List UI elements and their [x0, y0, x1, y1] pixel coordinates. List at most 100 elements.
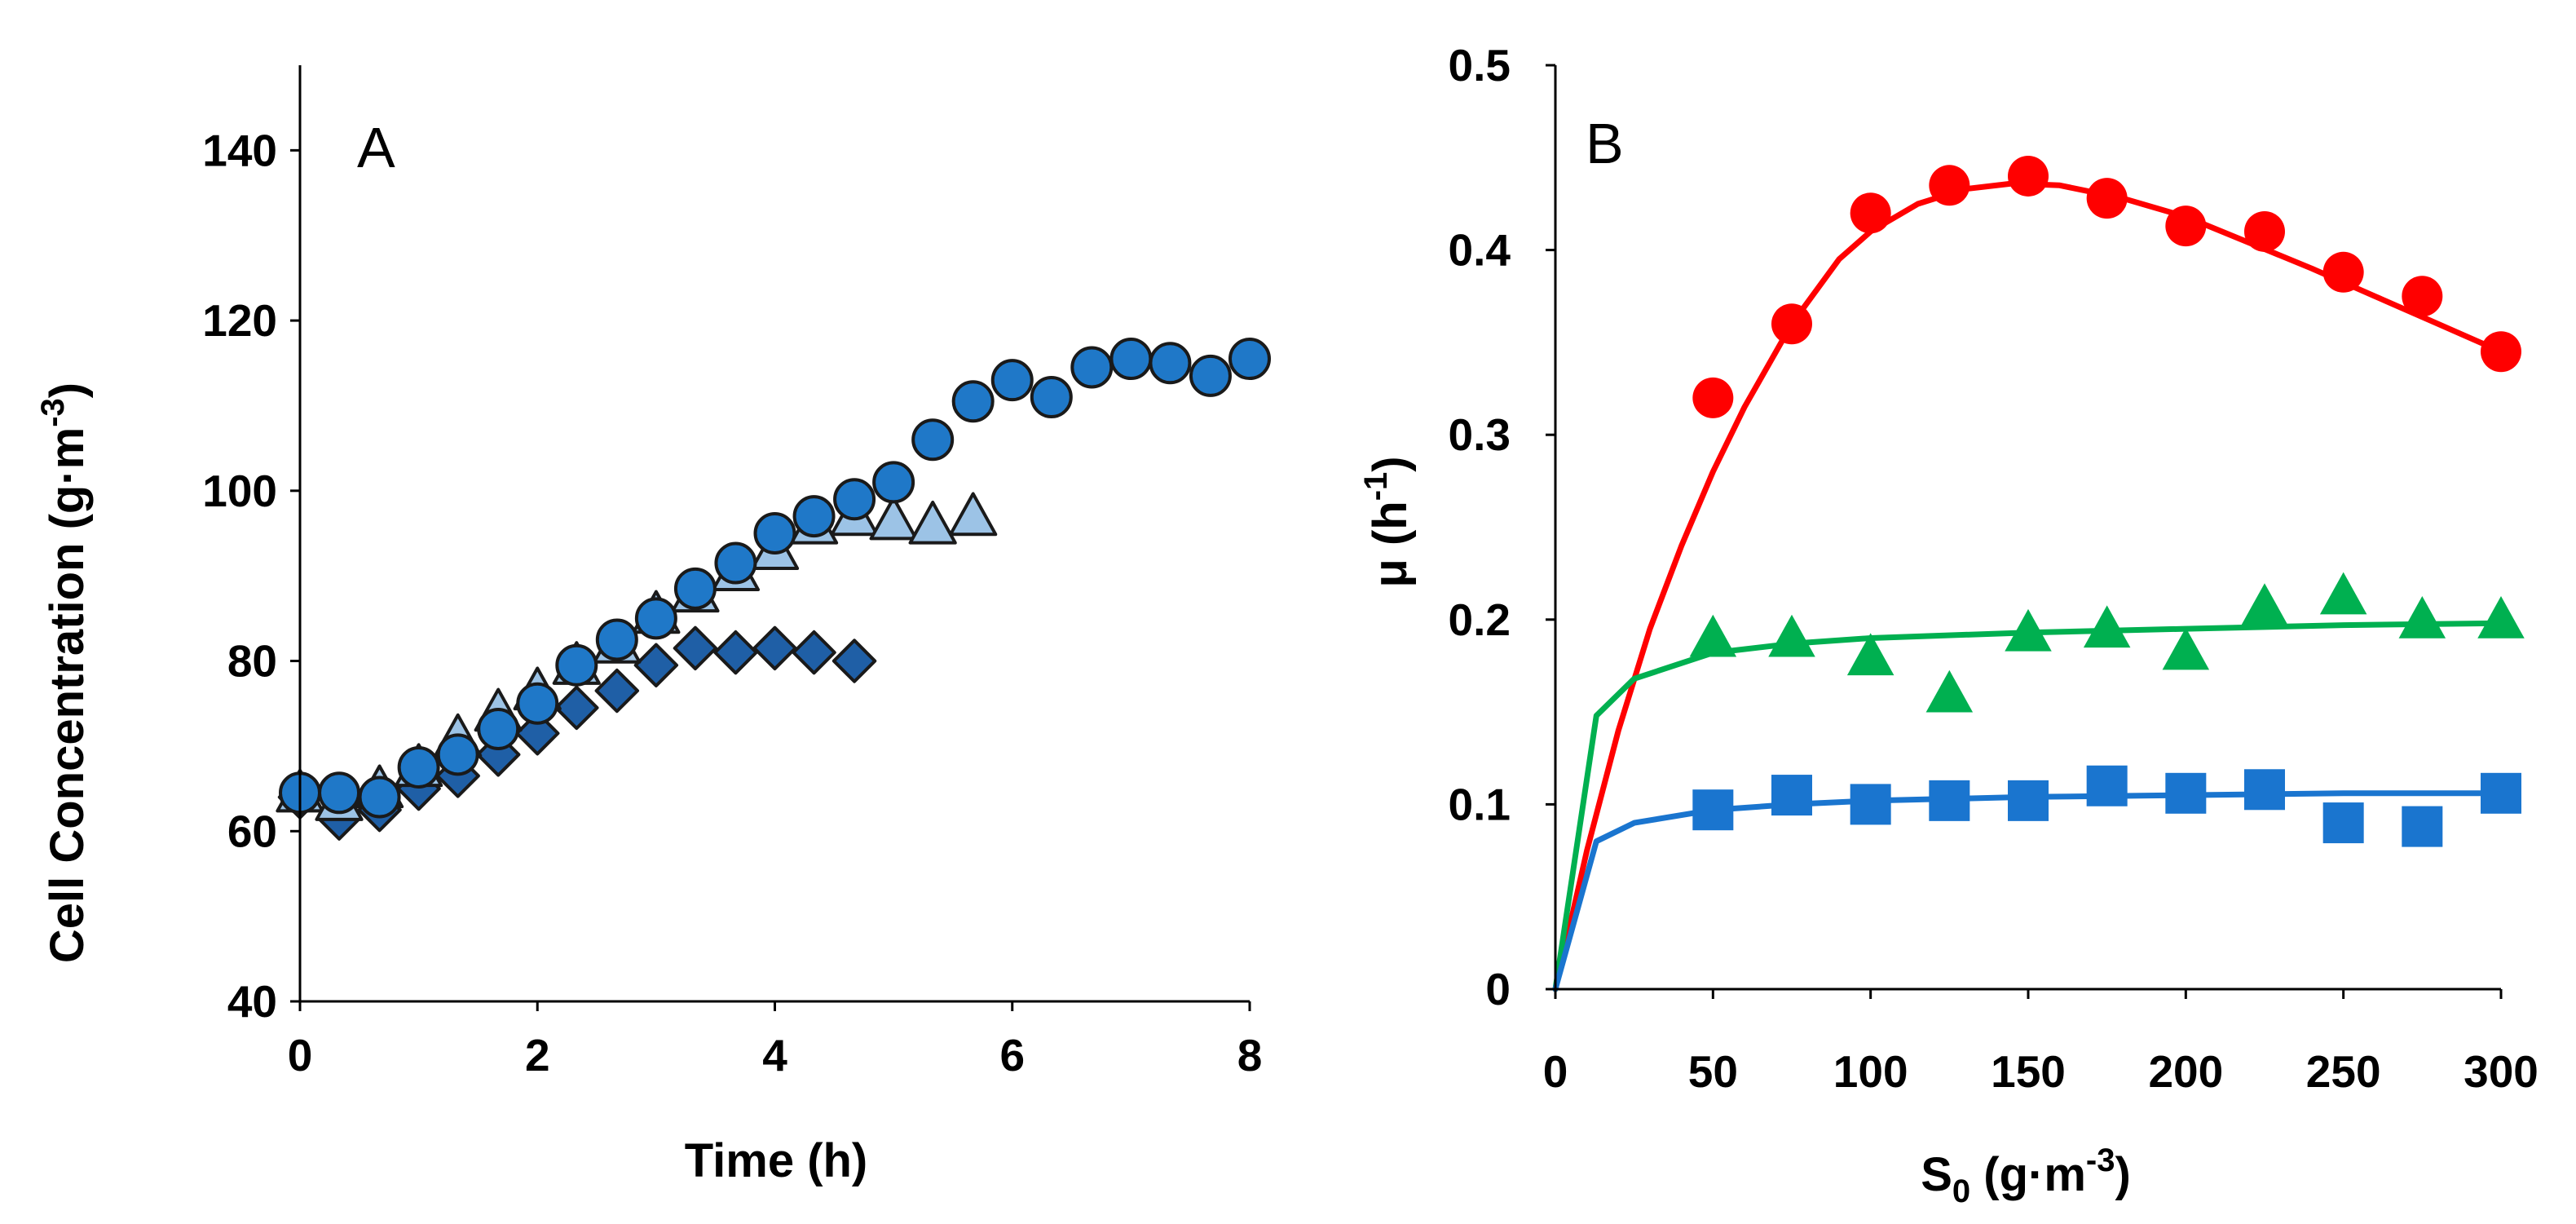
panel-a-circles-point [477, 708, 520, 751]
panel-b-triangles-point [2083, 605, 2131, 648]
panel-b-circles-point [2322, 251, 2364, 293]
panel-b-x-tick-label: 50 [1688, 1046, 1738, 1097]
panel-b-y-tick-label: 0 [1485, 964, 1511, 1014]
panel-b-circles-point [1929, 165, 1970, 206]
panel-b-triangles-point [1768, 614, 1815, 657]
panel-a-x-tick-label: 8 [1237, 1030, 1263, 1080]
panel-a: 0 2 4 6 8 40 60 80 100 120 140 A Time (h) Cell Con… [35, 65, 1271, 1187]
panel-a-circles-point [1189, 354, 1232, 397]
panel-b-marks [1552, 155, 2525, 992]
panel-b-x-tick-label: 250 [2306, 1046, 2381, 1097]
panel-b-y-tick-label: 0.5 [1449, 40, 1511, 91]
panel-b: 0 50 100 150 200 250 300 0 0.1 0.2 0.3 0.4 0.5 B S0 … [1358, 40, 2539, 1209]
panel-a-circles-point [673, 567, 717, 610]
panel-b-y-tick-label: 0.2 [1449, 594, 1511, 645]
panel-a-circles-point [1149, 342, 1192, 385]
panel-b-ticks: 0 50 100 150 200 250 300 0 0.1 0.2 0.3 0.4 0.5 [1449, 40, 2539, 1097]
panel-a-diamonds-point [633, 643, 679, 687]
panel-a-circles-point [792, 495, 836, 538]
panel-b-circles-point [1692, 377, 1734, 418]
panel-a-diamonds-point [752, 625, 797, 671]
panel-b-y-tick-label: 0.1 [1449, 779, 1511, 829]
panel-a-circles-point [595, 618, 638, 661]
panel-a-diamonds-point [831, 639, 877, 683]
panel-b-circles-point [1850, 192, 1891, 234]
panel-a-x-tick-label: 2 [525, 1030, 550, 1080]
panel-a-diamonds-point [673, 625, 718, 671]
panel-a-diamonds-point [594, 668, 640, 714]
panel-a-y-tick-label: 100 [202, 466, 277, 516]
panel-b-triangles-point [2477, 596, 2525, 639]
panel-b-squares-point [2402, 806, 2443, 847]
panel-a-circles-point [1070, 346, 1114, 389]
panel-b-squares-point [2322, 802, 2364, 844]
panel-b-squares-point [2244, 769, 2285, 811]
panel-a-y-tick-label: 40 [227, 976, 277, 1027]
panel-a-circles-point [872, 461, 915, 504]
panel-b-triangles-point [2398, 596, 2446, 639]
panel-a-circles-point [516, 682, 559, 725]
panel-b-y-tick-label: 0.3 [1449, 409, 1511, 460]
panel-b-squares-point [2086, 765, 2128, 806]
panel-b-squares-point [1929, 780, 1970, 821]
panel-a-circles-point [951, 380, 995, 423]
panel-a-circles-point [990, 359, 1034, 402]
panel-a-circles-point [358, 775, 401, 819]
panel-a-circles-point [753, 512, 796, 555]
panel-a-circles-point [1228, 338, 1271, 381]
panel-a-ticks: 0 2 4 6 8 40 60 80 100 120 140 [202, 125, 1262, 1080]
panel-a-y-axis-label: Cell Concentration (g·m-3) [35, 382, 94, 963]
panel-b-triangles-point [2319, 572, 2367, 615]
panel-a-diamonds-point [792, 630, 836, 675]
panel-a-y-tick-label: 140 [202, 125, 277, 175]
panel-b-triangles-point [2162, 627, 2210, 670]
panel-b-x-axis-label: S0 (g·m-3) [1921, 1142, 2131, 1209]
panel-b-circles-point [2008, 155, 2049, 197]
panel-b-squares-point [1771, 775, 1812, 816]
panel-b-squares-point [2008, 780, 2049, 821]
panel-b-circles-point [2165, 205, 2207, 247]
panel-a-marks [276, 338, 1271, 841]
panel-a-triangles-point [869, 496, 918, 541]
panel-a-y-tick-label: 60 [227, 806, 277, 856]
panel-a-x-tick-label: 0 [288, 1030, 313, 1080]
panel-a-triangles-point [908, 500, 957, 545]
panel-b-squares-point [2481, 772, 2521, 814]
panel-b-circles-point [2481, 331, 2521, 373]
panel-a-circles-point [1030, 376, 1073, 419]
panel-a-circles-point [436, 733, 479, 776]
panel-b-circles-point [2086, 178, 2128, 219]
panel-a-circles-point [634, 597, 677, 640]
panel-b-label: B [1586, 112, 1624, 175]
panel-a-diamonds-point [515, 711, 560, 756]
panel-b-triangles-fit-line [1552, 620, 2504, 992]
panel-b-circles-point [2402, 276, 2443, 317]
panel-b-triangles-point [1846, 633, 1895, 676]
panel-b-x-tick-label: 150 [1991, 1046, 2066, 1097]
panel-b-circles-fit-line [1552, 180, 2504, 992]
panel-a-label: A [357, 116, 395, 179]
panel-a-circles-point [555, 643, 598, 687]
panel-a-y-tick-label: 80 [227, 636, 277, 687]
panel-b-triangles-point [1925, 669, 1974, 713]
panel-b-y-tick-label: 0.4 [1449, 225, 1511, 276]
panel-a-circles-point [714, 541, 757, 585]
panel-b-triangles-point [2241, 583, 2288, 625]
panel-b-x-tick-label: 100 [1833, 1046, 1908, 1097]
panel-a-diamonds-point [554, 685, 599, 731]
panel-b-squares-point [1692, 789, 1734, 831]
panel-b-x-tick-label: 300 [2464, 1046, 2539, 1097]
panel-a-x-tick-label: 6 [999, 1030, 1025, 1080]
panel-a-triangles-point [949, 492, 998, 537]
panel-b-triangles-point [2005, 608, 2052, 652]
panel-a-circles-point [397, 746, 440, 789]
panel-b-triangles-point [1689, 614, 1737, 657]
panel-a-circles-point [318, 771, 361, 815]
panel-b-x-tick-label: 0 [1543, 1046, 1568, 1097]
panel-b-circles-point [1771, 303, 1812, 345]
panel-a-circles-point [911, 418, 955, 462]
panel-a-circles-point [833, 478, 876, 521]
panel-a-diamonds-point [713, 630, 758, 675]
panel-b-circles-point [2244, 210, 2285, 252]
